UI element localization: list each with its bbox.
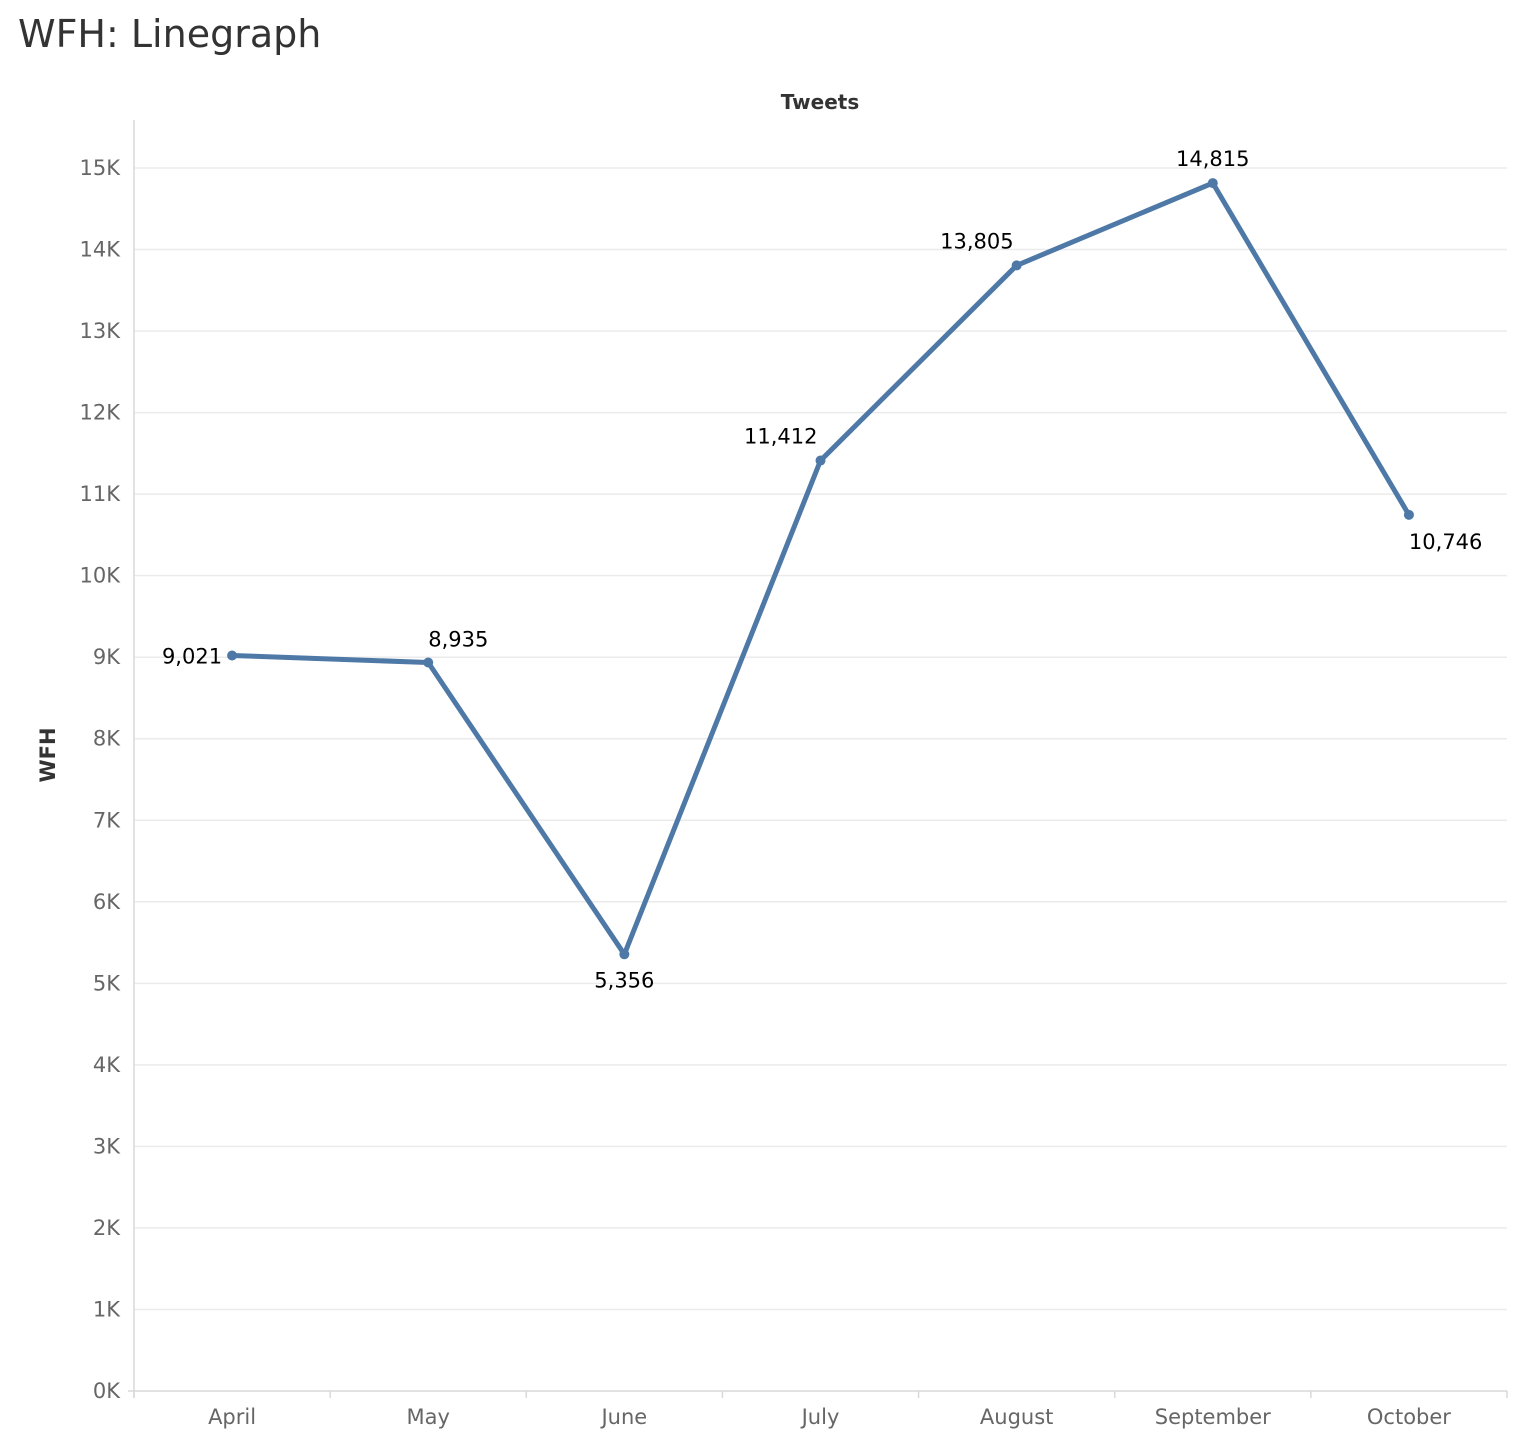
y-tick-label: 13K xyxy=(80,319,122,343)
data-label-layer: 9,021 8,935 5,356 11,412 13,805 14,815 10,746 xyxy=(162,147,1482,992)
data-label: 14,815 xyxy=(1176,147,1249,171)
y-tick-label: 11K xyxy=(80,482,122,506)
data-label: 5,356 xyxy=(594,968,654,992)
data-label: 11,412 xyxy=(744,425,817,449)
data-point[interactable] xyxy=(1403,509,1414,520)
y-tick-label: 2K xyxy=(93,1216,121,1240)
y-tick-label: 5K xyxy=(93,971,121,995)
data-point[interactable] xyxy=(815,455,826,466)
x-tick-label: October xyxy=(1367,1405,1451,1429)
series-layer xyxy=(229,180,1412,957)
y-tick-label: 1K xyxy=(93,1297,121,1321)
x-tick-label: April xyxy=(208,1405,256,1429)
page-title: WFH: Linegraph xyxy=(18,12,322,56)
x-tick-label: August xyxy=(980,1405,1054,1429)
y-tick-label: 9K xyxy=(93,645,121,669)
x-tick-label: September xyxy=(1155,1405,1271,1429)
axes xyxy=(128,120,1508,1398)
x-tick-label: June xyxy=(599,1405,647,1429)
y-tick-label: 3K xyxy=(93,1134,121,1158)
data-point[interactable] xyxy=(619,949,630,960)
data-point[interactable] xyxy=(1207,178,1218,189)
data-label: 9,021 xyxy=(162,644,222,668)
data-point[interactable] xyxy=(227,650,238,661)
data-label: 10,746 xyxy=(1409,530,1482,554)
y-tick-label: 15K xyxy=(80,156,122,180)
gridlines xyxy=(134,167,1507,1311)
data-label: 13,805 xyxy=(940,229,1013,253)
data-point[interactable] xyxy=(423,657,434,668)
y-axis-ticks: 0K 1K 2K 3K 4K 5K 6K 7K 8K 9K 10K 11K 12K 13K 14K 15K xyxy=(80,156,122,1403)
y-tick-label: 6K xyxy=(93,890,121,914)
chart-subtitle: Tweets xyxy=(781,90,860,114)
point-layer xyxy=(227,178,1414,960)
x-tick-label: July xyxy=(800,1405,840,1429)
x-tick-label: May xyxy=(407,1405,450,1429)
y-tick-label: 7K xyxy=(93,808,121,832)
y-tick-label: 14K xyxy=(80,238,122,262)
y-axis-label: WFH xyxy=(36,727,60,782)
data-point[interactable] xyxy=(1011,260,1022,271)
series-line xyxy=(229,180,1412,957)
y-tick-label: 4K xyxy=(93,1053,121,1077)
data-label: 8,935 xyxy=(428,627,488,651)
y-tick-label: 10K xyxy=(80,564,122,588)
y-tick-label: 0K xyxy=(93,1379,121,1403)
y-tick-label: 8K xyxy=(93,727,121,751)
y-tick-label: 12K xyxy=(80,401,122,425)
x-axis-ticks: April May June July August September October xyxy=(208,1405,1451,1429)
